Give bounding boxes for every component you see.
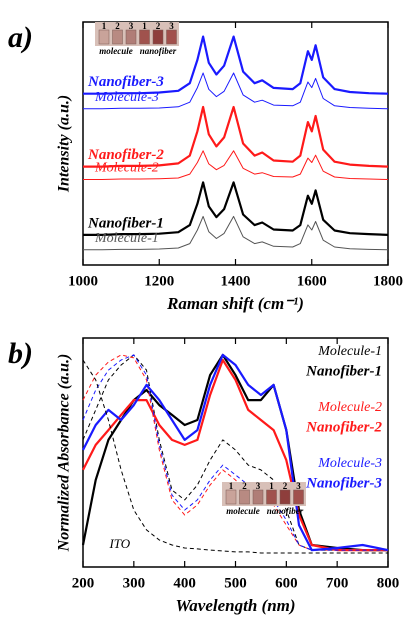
vial: [279, 489, 291, 505]
series-label: Molecule-1: [94, 231, 159, 246]
x-tick-label: 1000: [68, 273, 98, 289]
inset-number: 2: [156, 21, 161, 31]
inset-number: 1: [142, 21, 147, 31]
series-line: [82, 354, 388, 551]
series-label: Molecule-3: [94, 90, 159, 105]
y-axis-label: Intensity (a.u.): [56, 95, 73, 193]
inset-number: 1: [269, 481, 274, 491]
x-tick-label: 700: [326, 575, 349, 591]
series-line: [82, 359, 388, 554]
inset-number: 2: [283, 481, 288, 491]
vial: [225, 489, 237, 505]
series-line: [82, 354, 388, 551]
panel-label: b): [8, 337, 33, 370]
inset-label: molecule: [226, 506, 260, 516]
vial: [252, 489, 264, 505]
legend-entry: Molecule-1: [317, 344, 382, 359]
vial: [293, 489, 304, 505]
inset-number: 1: [102, 21, 107, 31]
vial: [166, 29, 177, 45]
vial: [152, 29, 164, 45]
series-label: Nanofiber-3: [87, 74, 164, 90]
inset-number: 3: [129, 21, 134, 31]
x-tick-label: 200: [72, 575, 95, 591]
inset-number: 3: [296, 481, 301, 491]
vial: [98, 29, 110, 45]
x-tick-label: 800: [377, 575, 400, 591]
legend-entry: Molecule-3: [317, 456, 382, 471]
series-line: [82, 354, 388, 551]
series-line: [83, 181, 389, 236]
vial: [266, 489, 277, 505]
inset-number: 3: [169, 21, 174, 31]
x-tick-label: 500: [224, 575, 247, 591]
vial: [125, 29, 137, 45]
y-axis-label: Normalized Absorbance (a.u.): [56, 354, 73, 553]
series-line: [83, 35, 389, 95]
inset-label: nanofiber: [267, 506, 304, 516]
vial: [112, 29, 123, 45]
x-axis-label: Raman shift (cm⁻¹): [166, 294, 304, 313]
vial: [239, 489, 250, 505]
inset-number: 2: [115, 21, 120, 31]
x-tick-label: 600: [275, 575, 298, 591]
x-tick-label: 300: [123, 575, 146, 591]
x-tick-label: 1400: [221, 273, 251, 289]
inset-number: 1: [229, 481, 234, 491]
inset-number: 2: [242, 481, 247, 491]
series-line: [82, 353, 389, 552]
legend-entry: Nanofiber-1: [305, 363, 382, 379]
series-label: ITO: [108, 536, 130, 551]
legend-entry: Nanofiber-2: [305, 419, 382, 435]
x-tick-label: 400: [173, 575, 196, 591]
panel-label: a): [8, 21, 33, 54]
inset-label: molecule: [99, 46, 133, 56]
series-line: [81, 353, 388, 552]
inset-number: 3: [256, 481, 261, 491]
series-label: Molecule-2: [94, 161, 159, 176]
x-tick-label: 1600: [297, 273, 327, 289]
legend-entry: Molecule-2: [317, 400, 382, 415]
series-label: Nanofiber-1: [87, 215, 164, 231]
x-axis-label: Wavelength (nm): [175, 596, 295, 615]
series-label: Nanofiber-2: [87, 147, 164, 163]
x-tick-label: 1800: [373, 273, 403, 289]
series-line: [83, 72, 389, 110]
inset-label: nanofiber: [140, 46, 177, 56]
x-tick-label: 1200: [144, 273, 174, 289]
series-line: [83, 215, 389, 251]
series-line: [82, 358, 388, 552]
legend-entry: Nanofiber-3: [305, 475, 382, 491]
series-line: [83, 105, 389, 168]
series-line: [83, 150, 389, 180]
vial: [139, 29, 150, 45]
